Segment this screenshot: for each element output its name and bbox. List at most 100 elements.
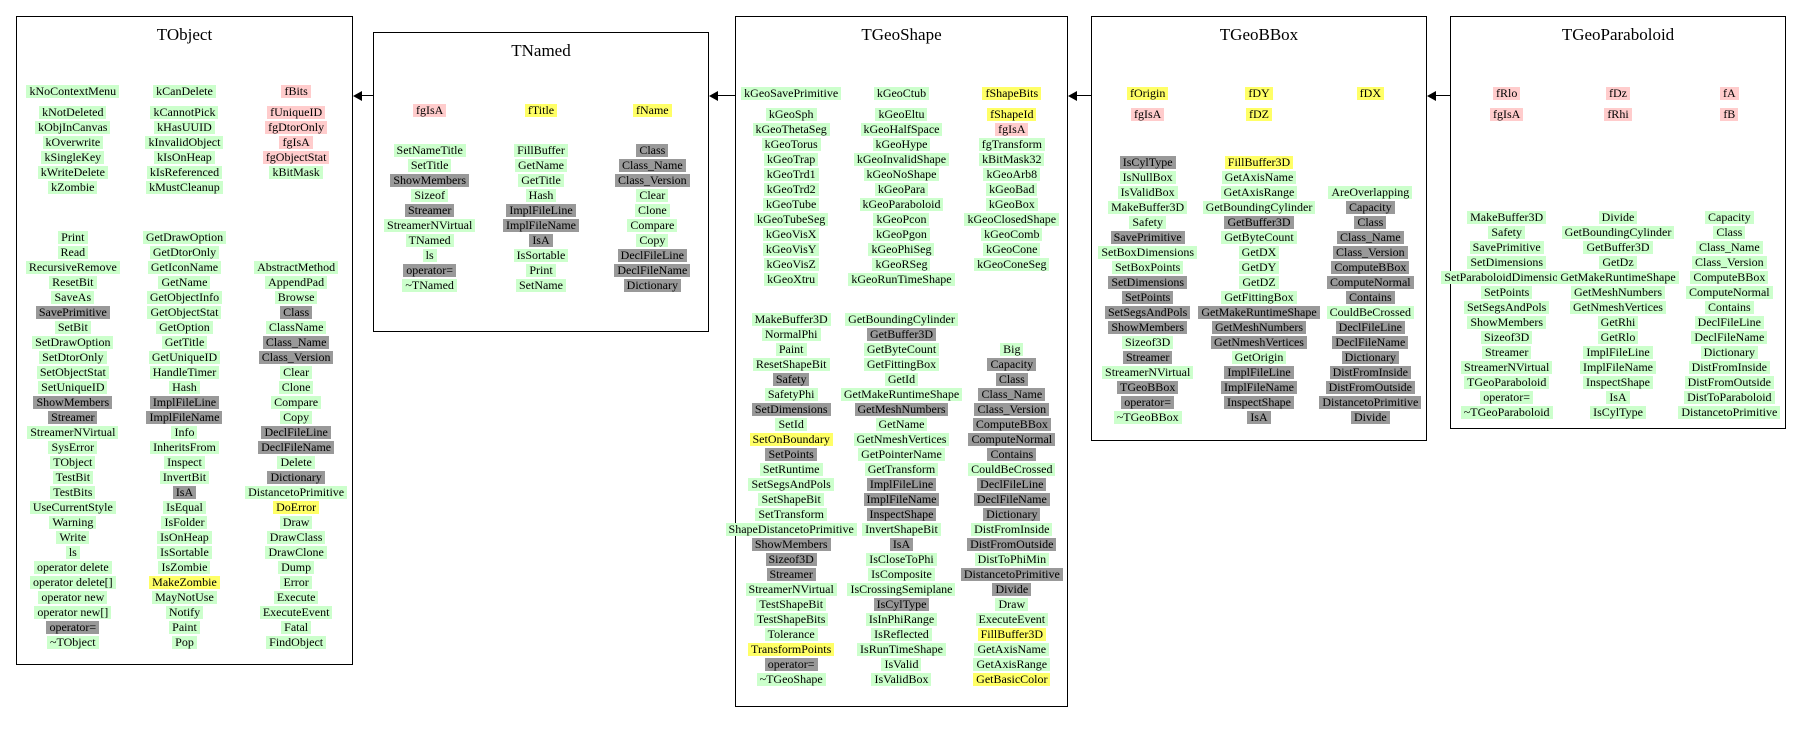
method-item[interactable]: IsComposite [868,568,935,581]
method-item[interactable]: MakeBuffer3D [1108,201,1188,214]
method-item[interactable]: SetNameTitle [393,144,466,157]
method-item[interactable]: Paint [775,343,807,356]
class-title-tgeoshape[interactable]: TGeoShape [861,25,942,44]
method-item[interactable]: StreamerNVirtual [745,583,837,596]
method-item[interactable]: DistancetoPrimitive [1319,396,1422,409]
method-item[interactable]: GetNmeshVertices [1211,336,1307,349]
method-item[interactable]: ImplFileName [146,411,223,424]
method-item[interactable]: operator= [46,621,100,634]
member-item[interactable]: kGeoEltu [875,108,928,121]
member-item[interactable]: kGeoInvalidShape [853,153,950,166]
member-item[interactable]: kGeoTubeSeg [754,213,829,226]
method-item[interactable]: Streamer [1482,346,1532,359]
method-item[interactable]: Class_Version [258,351,334,364]
member-item[interactable]: fA [1719,87,1739,100]
method-item[interactable]: IsRunTimeShape [857,643,946,656]
method-item[interactable]: GetTransform [864,463,939,476]
method-item[interactable]: SetDimensions [751,403,831,416]
method-item[interactable]: Divide [992,583,1032,596]
method-item[interactable]: IsCloseToPhi [866,553,937,566]
method-item[interactable]: InheritsFrom [150,441,219,454]
method-item[interactable]: AppendPad [265,276,328,289]
method-item[interactable]: IsA [889,538,914,551]
member-item[interactable]: fgIsA [279,136,313,149]
method-item[interactable]: Dictionary [1341,351,1399,364]
method-item[interactable]: ComputeNormal [1685,286,1773,299]
method-item[interactable]: IsSortable [157,546,212,559]
method-item[interactable]: ShowMembers [751,538,831,551]
method-item[interactable]: ClassName [265,321,327,334]
method-item[interactable]: Paint [169,621,200,634]
method-item[interactable]: SetDrawOption [32,336,114,349]
member-item[interactable]: fRlo [1492,87,1521,100]
method-item[interactable]: Safety [1488,226,1525,239]
member-item[interactable]: fgIsA [1490,108,1524,121]
method-item[interactable]: SetId [775,418,807,431]
method-item[interactable]: SetSegsAndPols [1104,306,1191,319]
method-item[interactable]: IsA [529,234,553,247]
method-item[interactable]: IsSortable [513,249,569,262]
method-item[interactable]: IsOnHeap [157,531,212,544]
member-item[interactable]: kGeoPcon [873,213,930,226]
method-item[interactable]: ShapeDistancetoPrimitive [725,523,857,536]
method-item[interactable]: ImplFileLine [506,204,576,217]
method-item[interactable]: Safety [1129,216,1166,229]
method-item[interactable]: MakeBuffer3D [751,313,831,326]
method-item[interactable]: Capacity [1345,201,1395,214]
method-item[interactable]: ComputeBBox [972,418,1051,431]
method-item[interactable]: GetFittingBox [1221,291,1297,304]
method-item[interactable]: Contains [1345,291,1395,304]
method-item[interactable]: ~TNamed [402,279,457,292]
method-item[interactable]: ResetBit [49,276,97,289]
method-item[interactable]: IsValid [881,658,922,671]
method-item[interactable]: SetRuntime [759,463,823,476]
method-item[interactable]: GetObjectStat [147,306,222,319]
method-item[interactable]: ComputeBBox [1331,261,1410,274]
method-item[interactable]: Class [995,373,1028,386]
method-item[interactable]: SafetyPhi [764,388,818,401]
method-item[interactable]: Browse [274,291,318,304]
method-item[interactable]: Clone [278,381,314,394]
member-item[interactable]: kNoContextMenu [26,85,120,98]
method-item[interactable]: GetTitle [518,174,564,187]
method-item[interactable]: Write [56,531,90,544]
method-item[interactable]: Class_Version [614,174,690,187]
method-item[interactable]: Class_Name [978,388,1046,401]
method-item[interactable]: DeclFileLine [617,249,687,262]
member-item[interactable]: kIsOnHeap [154,151,215,164]
method-item[interactable]: Class_Name [1336,231,1404,244]
method-item[interactable]: CouldBeCrossed [968,463,1056,476]
method-item[interactable]: Class_Version [1691,256,1767,269]
method-item[interactable]: TestShapeBits [753,613,829,626]
member-item[interactable]: fgIsA [413,104,447,117]
method-item[interactable]: Dictionary [267,471,325,484]
method-item[interactable]: GetPointerName [858,448,945,461]
member-item[interactable]: fDz [1605,87,1630,100]
method-item[interactable]: Contains [1704,301,1754,314]
method-item[interactable]: ImplFileLine [1224,366,1294,379]
method-item[interactable]: DistFromOutside [1325,381,1415,394]
method-item[interactable]: IsFolder [161,516,208,529]
method-item[interactable]: GetDY [1238,261,1280,274]
method-item[interactable]: Pop [172,636,197,649]
method-item[interactable]: GetRhi [1597,316,1639,329]
method-item[interactable]: operator= [1480,391,1534,404]
method-item[interactable]: Draw [995,598,1029,611]
method-item[interactable]: DeclFileName [973,493,1050,506]
method-item[interactable]: operator delete [34,561,112,574]
method-item[interactable]: AbstractMethod [254,261,339,274]
method-item[interactable]: DistancetoPrimitive [1678,406,1781,419]
method-item[interactable]: Dictionary [1700,346,1758,359]
method-item[interactable]: IsValidBox [871,673,932,686]
member-item[interactable]: kGeoXtru [764,273,819,286]
method-item[interactable]: GetMeshNumbers [1212,321,1306,334]
method-item[interactable]: Sizeof3D [1481,331,1533,344]
method-item[interactable]: DistToPhiMin [974,553,1050,566]
method-item[interactable]: ImplFileName [503,219,579,232]
method-item[interactable]: StreamerNVirtual [27,426,119,439]
method-item[interactable]: IsA [1606,391,1630,404]
method-item[interactable]: Sizeof3D [765,553,817,566]
method-item[interactable]: DistToParaboloid [1684,391,1775,404]
method-item[interactable]: Streamer [766,568,816,581]
method-item[interactable]: SavePrimitive [35,306,110,319]
